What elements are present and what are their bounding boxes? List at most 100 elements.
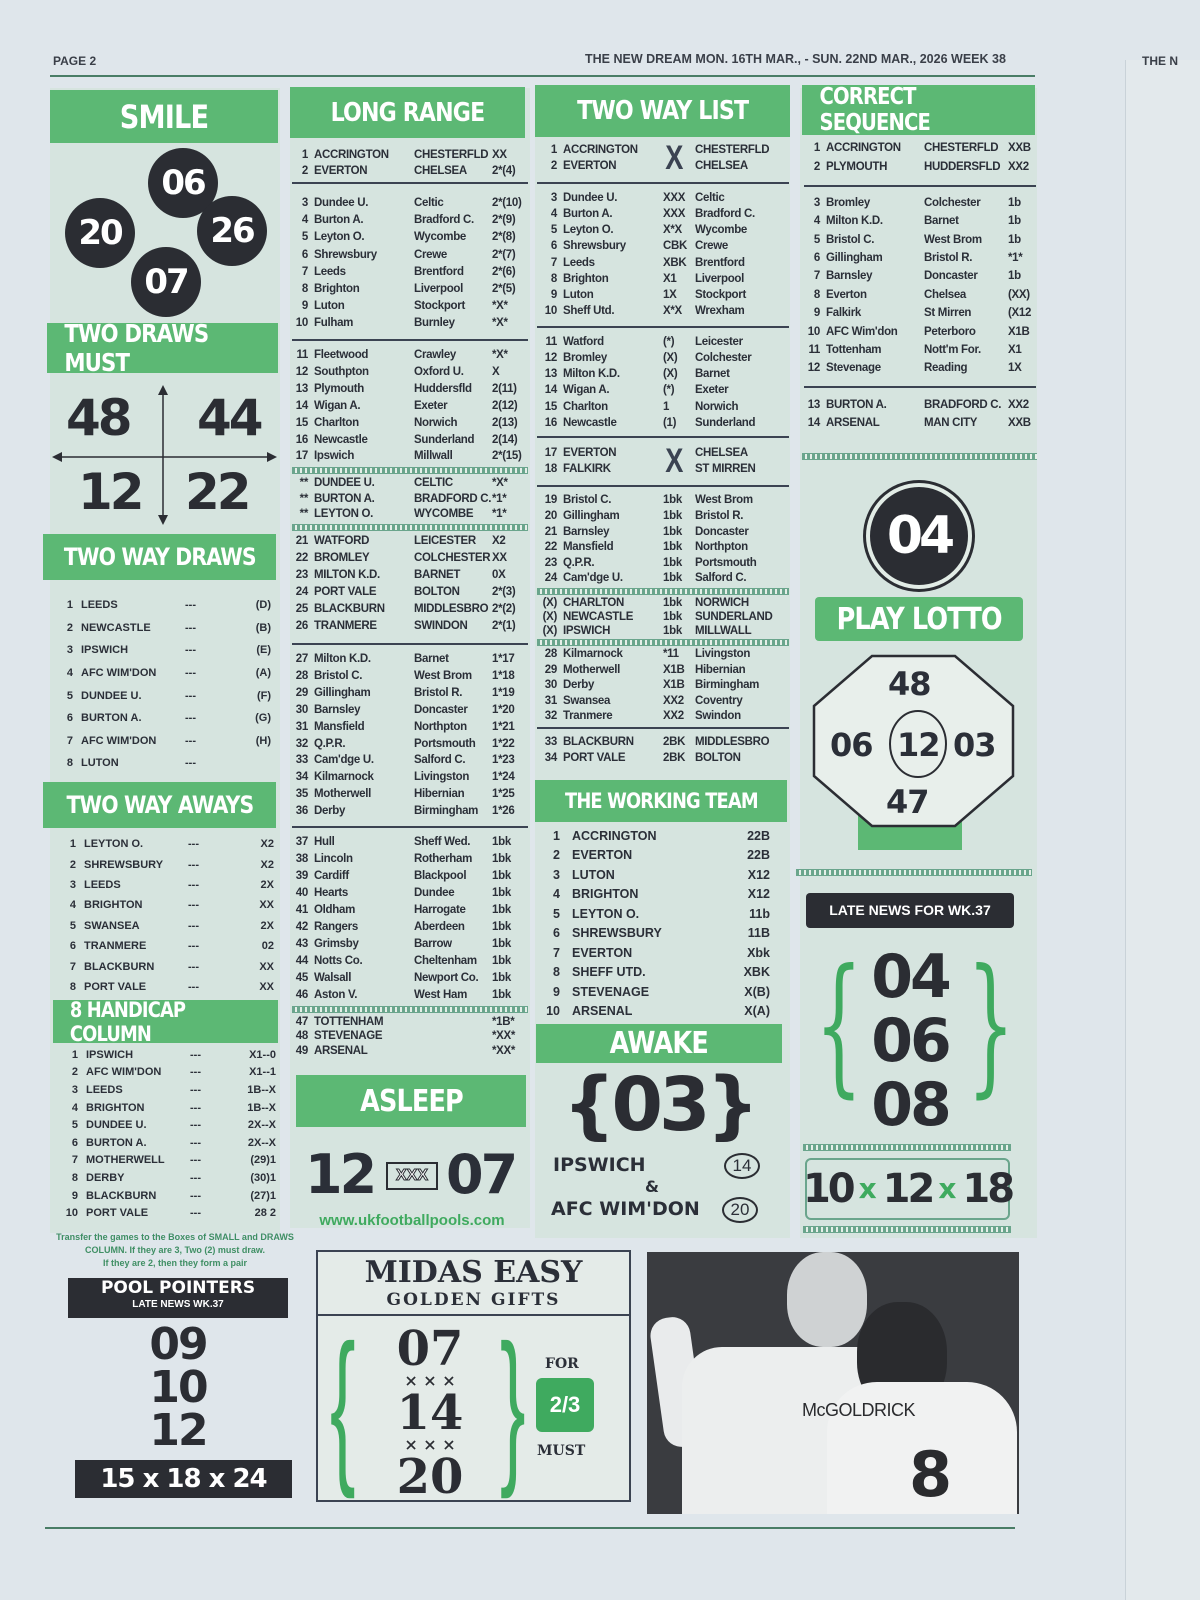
cell-num: 21	[295, 535, 309, 548]
table-group: ** DUNDEE U. CELTIC *X* ** BURTON A. BRADFORD …	[292, 476, 532, 523]
cell-code: 1bk	[492, 921, 511, 934]
cell-away: Doncaster	[924, 270, 978, 283]
item-code: 28 2	[254, 1207, 276, 1220]
item-dash: ---	[188, 980, 199, 993]
item-dash: ---	[188, 838, 199, 851]
item-team: SHREWSBURY	[84, 858, 164, 871]
cell-mid: *11	[663, 648, 679, 661]
cell-num: 46	[295, 989, 309, 1002]
cell-num: 28	[295, 670, 309, 683]
item-num: 8	[66, 757, 73, 770]
table-row: 20 Gillingham 1bk Bristol R.	[537, 509, 787, 525]
cell-home: BROMLEY	[314, 552, 370, 565]
cell-mid: XX2	[663, 710, 684, 723]
item-num: 1	[553, 828, 560, 843]
late-news-footer: 10 x 12 x 18	[803, 1158, 1015, 1220]
cell-home: Q.P.R.	[563, 556, 595, 569]
cell-home: Fulham	[314, 316, 354, 329]
cell-code: XXB	[1008, 142, 1031, 155]
item-team: AFC WIM'DON	[86, 1066, 162, 1079]
left-brace-icon: {	[815, 938, 863, 1112]
item-dash: ---	[190, 1171, 201, 1184]
item-code: X12	[747, 867, 770, 882]
cell-num: 26	[295, 620, 309, 633]
list-item: 7 BLACKBURN --- XX	[58, 956, 276, 976]
cell-home: Barnsley	[826, 270, 873, 283]
right-brace-icon: }	[967, 938, 1015, 1112]
table-row: 9 Luton Stockport *X*	[292, 298, 532, 315]
lotto-top: 48	[888, 665, 932, 703]
late-news-numbers: 04 06 08	[852, 945, 968, 1137]
cell-home: Burton A.	[563, 207, 613, 220]
cell-code: 1*17	[492, 653, 515, 666]
cell-num: 10	[295, 316, 309, 329]
website-link[interactable]: www.ukfootballpools.com	[319, 1212, 505, 1229]
cell-away: Crawley	[414, 349, 457, 362]
table-row: (X) IPSWICH 1bk MILLWALL	[537, 624, 787, 638]
cell-code: 1bk	[492, 972, 511, 985]
table-row: 21 WATFORD LEICESTER X2	[292, 533, 532, 550]
table-row: 4 Milton K.D. Barnet 1b	[804, 212, 1038, 230]
cell-num: 14	[807, 416, 821, 429]
cell-num: 24	[295, 586, 309, 599]
item-num: 9	[553, 984, 560, 999]
midas-separator: × × ×	[404, 1435, 456, 1454]
asleep-banner: ASLEEP	[296, 1075, 526, 1127]
cell-home: ACCRINGTON	[826, 142, 901, 155]
table-row: 44 Notts Co. Cheltenham 1bk	[292, 953, 532, 970]
next-page-masthead: THE N	[1142, 54, 1178, 68]
table-group: 13 BURTON A. BRADFORD C. XX2 14 ARSENAL MAN CI…	[804, 396, 1038, 432]
working-team-banner: THE WORKING TEAM	[535, 780, 787, 822]
table-group: 11 Fleetwood Crawley *X* 12 Southpton Oxford U…	[292, 347, 532, 465]
cell-home: BURTON A.	[826, 398, 887, 411]
cell-code: 2*(2)	[492, 603, 516, 616]
table-row: 28 Kilmarnock *11 Livingston	[537, 647, 787, 663]
cell-away: Exeter	[695, 384, 729, 397]
table-group: 37 Hull Sheff Wed. 1bk 38 Lincoln Rotherham 1bk…	[292, 834, 532, 1004]
cell-away: CELTIC	[414, 477, 453, 490]
item-num: 6	[553, 926, 560, 941]
table-group: 28 Kilmarnock *11 Livingston 29 Motherwell X1B…	[537, 647, 787, 725]
cell-away: Harrogate	[414, 904, 466, 917]
table-row: 14 Wigan A. Exeter 2(12)	[292, 398, 532, 415]
note-line: COLUMN. If they are 3, Two (2) must draw…	[84, 1245, 266, 1255]
cell-num: 29	[544, 663, 558, 676]
cell-num: 49	[295, 1044, 309, 1057]
cell-code: *XX*	[492, 1044, 516, 1057]
cell-num: 9	[301, 299, 308, 312]
cell-home: ACCRINGTON	[314, 148, 389, 161]
cell-num: 31	[295, 720, 309, 733]
cell-code: *1*	[492, 492, 507, 505]
cell-num: 5	[813, 233, 820, 246]
cell-away: Liverpool	[695, 272, 745, 285]
item-num: 6	[69, 940, 76, 953]
item-dash: ---	[190, 1119, 201, 1132]
item-dash: ---	[190, 1048, 201, 1061]
cell-away: Leicester	[695, 335, 743, 348]
cell-away: Wycombe	[695, 224, 748, 237]
table-group: 3 Dundee U. XXX Celtic 4 Burton A. XXX Bradford…	[537, 190, 787, 320]
cell-num: 3	[301, 197, 308, 210]
cell-away: Dundee	[414, 887, 455, 900]
cell-away: Hibernian	[414, 788, 465, 801]
list-item: 1 ACCRINGTON 22B	[540, 826, 770, 846]
table-row: 3 Dundee U. Celtic 2*(10)	[292, 195, 532, 212]
item-team: EVERTON	[572, 848, 633, 863]
item-code: 2X	[260, 878, 274, 891]
table-row: 23 Q.P.R. 1bk Portsmouth	[537, 555, 787, 571]
shirt-name: McGOLDRICK	[802, 1400, 916, 1420]
cell-num: 39	[295, 870, 309, 883]
cell-away: Birmingham	[414, 805, 479, 818]
cell-away: Nott'm For.	[924, 344, 981, 356]
cell-code: 1b	[1008, 233, 1021, 246]
cell-code: 2(12)	[492, 399, 518, 412]
cell-home: Sheff Utd.	[563, 305, 615, 318]
table-row: 39 Cardiff Blackpool 1bk	[292, 868, 532, 885]
cell-home: ACCRINGTON	[563, 143, 638, 156]
cell-home: Cardiff	[314, 870, 349, 883]
table-row: 9 Luton 1X Stockport	[537, 287, 787, 303]
item-code: 2X--X	[247, 1136, 276, 1149]
cell-num: 47	[295, 1015, 309, 1028]
left-brace-icon: {	[330, 1310, 356, 1500]
table-row: 22 Mansfield 1bk Northpton	[537, 540, 787, 556]
